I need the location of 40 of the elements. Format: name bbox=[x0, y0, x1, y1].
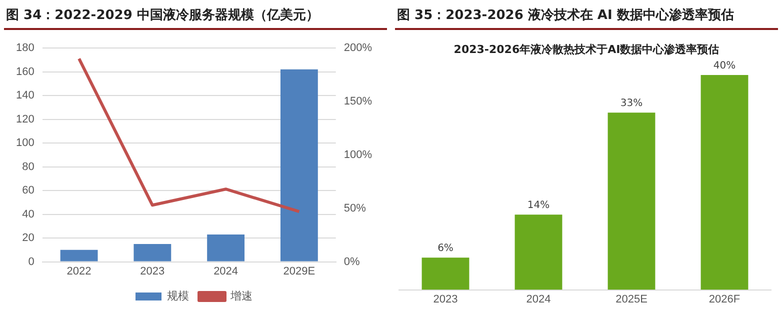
x-tick-label: 2029E bbox=[283, 265, 316, 278]
chart-title: 图 35：2023-2026 液冷技术在 AI 数据中心渗透率预估 bbox=[395, 0, 778, 30]
y-tick-label: 100 bbox=[16, 137, 34, 150]
bar bbox=[700, 75, 748, 290]
bar bbox=[207, 234, 245, 262]
y-tick-label: 20 bbox=[22, 232, 34, 244]
chart-subtitle: 2023-2026年液冷散热技术于AI数据中心渗透率预估 bbox=[452, 42, 720, 57]
y-tick-label: 120 bbox=[16, 113, 34, 126]
y2-tick-label: 150% bbox=[344, 95, 372, 108]
bar bbox=[514, 214, 562, 290]
data-label: 40% bbox=[713, 60, 736, 72]
x-tick-label: 2023 bbox=[433, 293, 458, 306]
bar bbox=[608, 112, 656, 290]
data-label: 6% bbox=[438, 243, 454, 254]
y-tick-label: 160 bbox=[16, 66, 34, 78]
x-tick-label: 2025E bbox=[616, 293, 648, 306]
x-tick-label: 2024 bbox=[214, 265, 238, 278]
data-label: 14% bbox=[527, 200, 550, 212]
bar bbox=[60, 250, 98, 262]
bar bbox=[280, 69, 318, 262]
y2-tick-label: 200% bbox=[344, 42, 372, 54]
x-tick-label: 2024 bbox=[526, 293, 551, 306]
x-tick-label: 2026F bbox=[708, 293, 740, 306]
y-tick-label: 180 bbox=[16, 42, 34, 54]
legend-label: 规模 bbox=[167, 290, 189, 303]
bar bbox=[134, 244, 172, 262]
legend-label: 增速 bbox=[230, 290, 252, 303]
x-tick-label: 2023 bbox=[140, 265, 165, 278]
bar bbox=[422, 258, 470, 290]
y-tick-label: 60 bbox=[22, 184, 34, 197]
y2-tick-label: 0% bbox=[344, 256, 360, 268]
y2-tick-label: 100% bbox=[344, 148, 372, 161]
data-label: 33% bbox=[620, 98, 643, 110]
y-tick-label: 80 bbox=[22, 160, 34, 173]
x-tick-label: 2022 bbox=[66, 265, 92, 278]
y-tick-label: 40 bbox=[22, 208, 34, 220]
chart-title: 图 34：2022-2029 中国液冷服务器规模（亿美元） bbox=[4, 0, 387, 30]
y-tick-label: 0 bbox=[28, 256, 34, 268]
y2-tick-label: 50% bbox=[344, 202, 366, 214]
y-tick-label: 140 bbox=[16, 90, 34, 102]
